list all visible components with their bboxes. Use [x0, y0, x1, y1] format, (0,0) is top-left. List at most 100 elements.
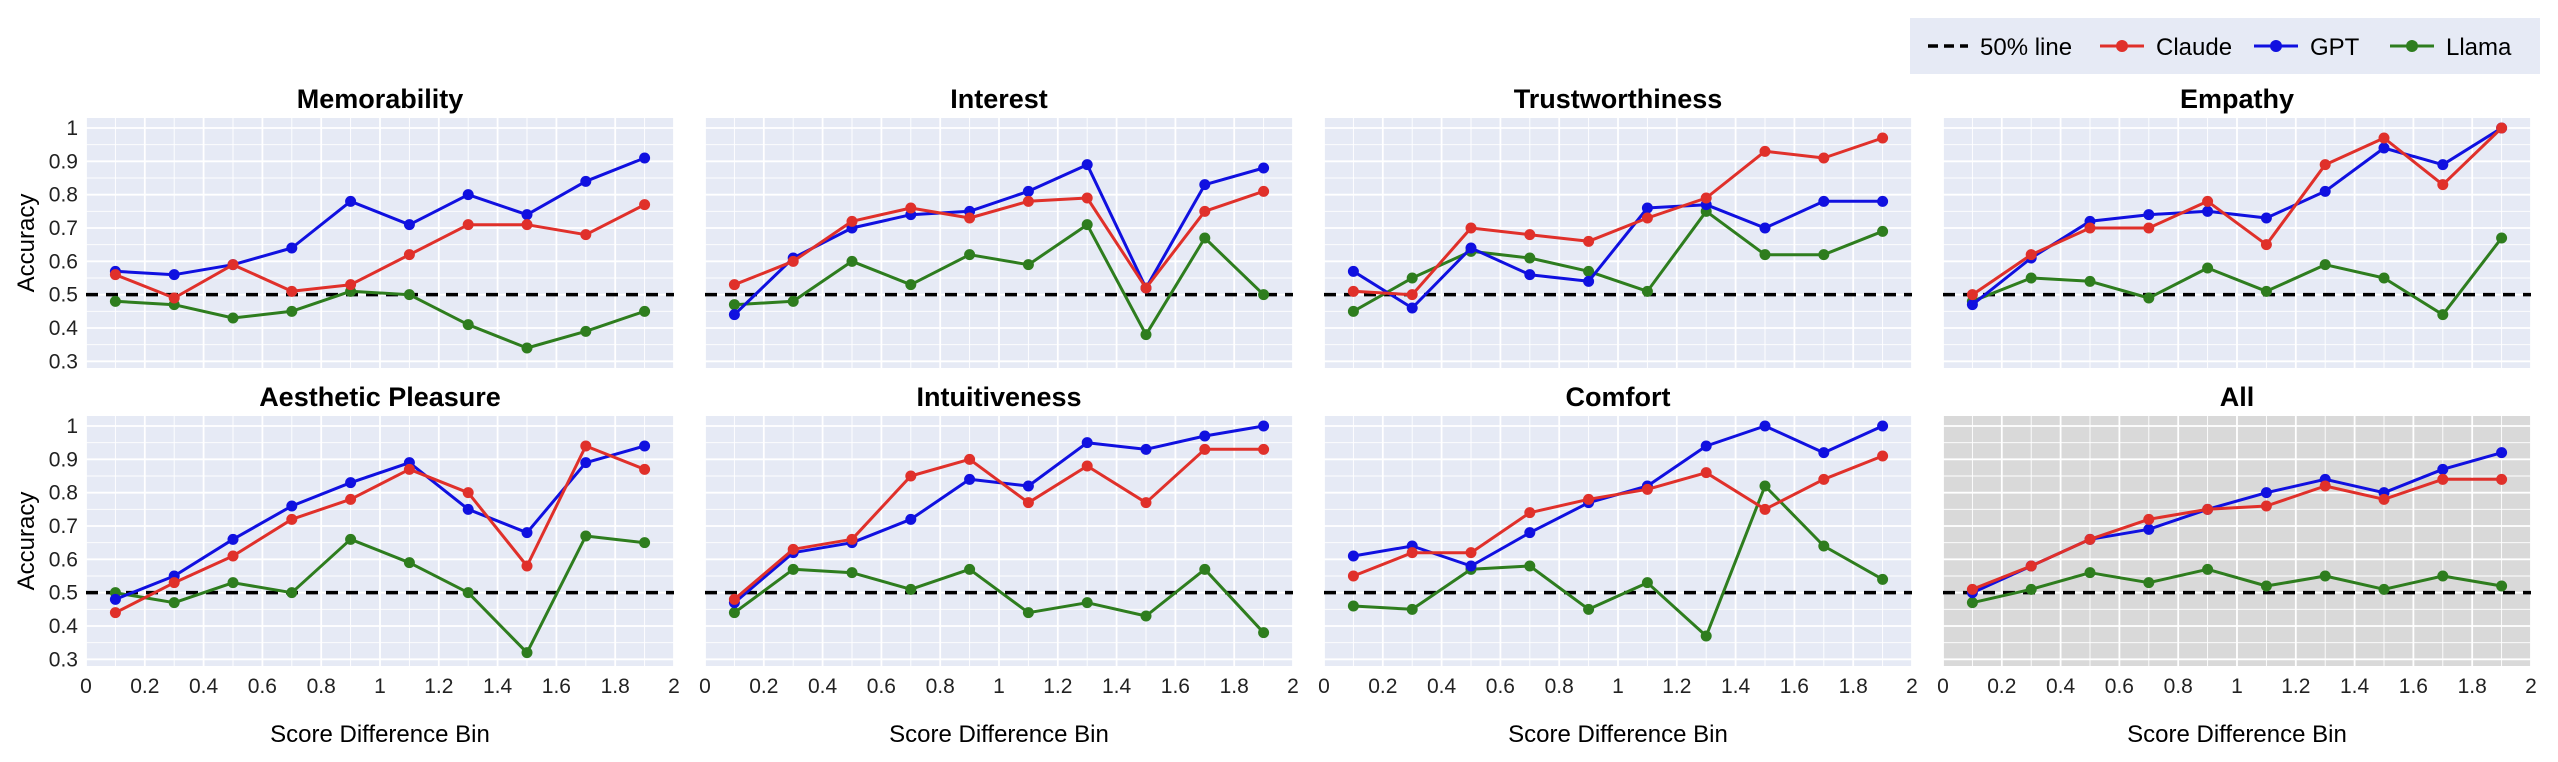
data-point-claude [227, 259, 239, 271]
data-point-llama [1258, 289, 1270, 301]
data-point-gpt [286, 500, 298, 512]
series-llama [1966, 563, 2508, 609]
data-point-claude [1199, 205, 1211, 217]
data-point-gpt [1641, 202, 1653, 214]
data-point-claude [2202, 195, 2214, 207]
series-line-claude [1971, 126, 2503, 296]
data-point-gpt [227, 533, 239, 545]
panel-aesthetic-pleasure: Aesthetic Pleasure 0.3 0.4 0.5 0.6 0.7 0.8 0.9 1… [13, 382, 680, 748]
y-tick-label: 0.9 [49, 448, 78, 471]
data-point-claude [964, 212, 976, 224]
x-tick-label: 0.8 [1545, 675, 1574, 698]
data-point-llama [1700, 630, 1712, 642]
data-point-claude [1406, 289, 1418, 301]
data-point-llama [1818, 249, 1830, 261]
data-point-claude [787, 255, 799, 267]
data-point-gpt [728, 309, 740, 321]
data-point-claude [1081, 460, 1093, 472]
y-tick-label: 0.7 [49, 515, 78, 538]
y-tick-label: 0.6 [49, 548, 78, 571]
x-tick-label: 1.2 [1662, 675, 1691, 698]
x-tick-label: 1.6 [2399, 675, 2428, 698]
y-tick-label: 0.4 [49, 615, 79, 638]
data-point-gpt [2496, 447, 2508, 459]
x-tick-label: 0 [1318, 675, 1330, 698]
data-point-claude [1877, 450, 1889, 462]
legend-marker-llama [2406, 40, 2418, 52]
panel-title: Comfort [1566, 382, 1671, 412]
data-point-llama [1022, 259, 1034, 271]
y-tick-label: 1 [66, 415, 78, 438]
x-tick-label: 1.2 [1043, 675, 1072, 698]
x-tick-label: 1.6 [1161, 675, 1190, 698]
data-point-gpt [462, 503, 474, 515]
legend-label-reference: 50% line [1980, 34, 2072, 61]
series-line-llama [115, 289, 646, 350]
data-point-claude [2143, 513, 2155, 525]
data-point-gpt [905, 513, 917, 525]
data-point-claude [2378, 132, 2390, 144]
panel-intuitiveness: Intuitiveness 0 0.2 0.4 0.6 0.8 1 1.2 1.4 1.6 1.8 2… [699, 382, 1299, 748]
data-point-claude [1258, 443, 1270, 455]
data-point-claude [168, 577, 180, 589]
legend-box [1910, 18, 2540, 74]
data-point-claude [521, 560, 533, 572]
x-tick-label: 1 [2231, 675, 2243, 698]
data-point-llama [1524, 252, 1536, 264]
data-point-gpt [580, 175, 592, 187]
data-point-llama [1140, 610, 1152, 622]
legend: 50% line Claude GPT Llama [1910, 18, 2540, 74]
x-tick-label: 0.6 [867, 675, 896, 698]
data-point-llama [2260, 285, 2272, 297]
data-point-claude [1140, 282, 1152, 294]
y-tick-label: 0.5 [49, 284, 78, 307]
panel-title: Empathy [2180, 84, 2294, 114]
data-point-claude [462, 487, 474, 499]
series-claude [728, 185, 1270, 294]
series-line-llama [1353, 484, 1884, 638]
x-tick-label: 2 [668, 675, 680, 698]
data-point-gpt [1759, 222, 1771, 234]
panel-title: Memorability [297, 84, 464, 114]
series-llama [728, 563, 1270, 639]
data-point-gpt [2319, 185, 2331, 197]
x-tick-label: 1.8 [601, 675, 630, 698]
data-point-llama [2437, 570, 2449, 582]
x-tick-label: 1.8 [1839, 675, 1868, 698]
data-point-claude [345, 279, 357, 291]
series-line-claude [1971, 477, 2502, 591]
series-claude [1966, 122, 2508, 301]
series-line-llama [734, 223, 1265, 337]
series-claude [1966, 473, 2508, 595]
data-point-claude [1258, 185, 1270, 197]
data-point-claude [521, 219, 533, 231]
data-point-llama [1022, 607, 1034, 619]
data-point-gpt [2378, 142, 2390, 154]
data-point-llama [521, 342, 533, 354]
panel-memorability: Memorability 0.3 0.4 0.5 0.6 0.7 0.8 0.9 1 Accura… [13, 84, 675, 373]
data-point-llama [2084, 567, 2096, 579]
panel-title: All [2220, 382, 2255, 412]
data-point-gpt [1347, 265, 1359, 277]
data-point-llama [639, 305, 651, 317]
data-point-claude [286, 513, 298, 525]
data-point-llama [905, 583, 917, 595]
data-point-claude [1700, 192, 1712, 204]
data-point-gpt [345, 477, 357, 489]
data-point-claude [1022, 195, 1034, 207]
series-line-gpt [115, 156, 646, 277]
x-tick-label: 0.8 [2164, 675, 2193, 698]
data-point-claude [905, 470, 917, 482]
data-point-gpt [1199, 179, 1211, 191]
data-point-gpt [2143, 523, 2155, 535]
x-tick-label: 2 [1906, 675, 1918, 698]
grid [704, 118, 1294, 368]
data-point-llama [227, 312, 239, 324]
y-axis-label: Accuracy [13, 194, 40, 293]
series-line-llama [1971, 237, 2503, 317]
data-point-llama [1641, 577, 1653, 589]
x-tick-label: 1.6 [1780, 675, 1809, 698]
data-point-claude [1524, 229, 1536, 241]
data-point-claude [403, 249, 415, 261]
data-point-llama [728, 607, 740, 619]
